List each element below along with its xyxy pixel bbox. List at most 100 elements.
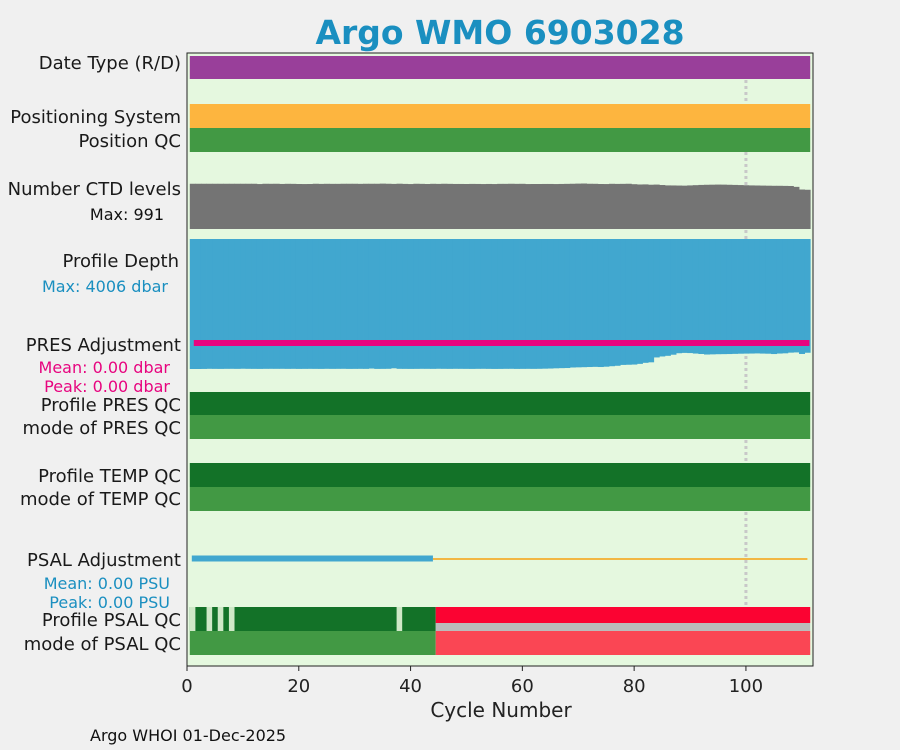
bar-profile-depth-cycle-24 bbox=[318, 239, 325, 369]
bar-ctd-levels-cycle-88 bbox=[676, 185, 683, 229]
bar-profile-depth-cycle-78 bbox=[620, 239, 627, 365]
bar-profile-depth-cycle-86 bbox=[664, 239, 671, 356]
bar-ctd-levels-cycle-58 bbox=[508, 183, 515, 229]
bar-profile-psal-qc-probable-cycle-8 bbox=[228, 607, 235, 631]
x-tick-label-40: 40 bbox=[399, 676, 422, 697]
bar-ctd-levels-cycle-96 bbox=[720, 184, 727, 229]
bar-profile-depth-cycle-81 bbox=[636, 239, 643, 364]
bar-profile-depth-cycle-98 bbox=[731, 239, 738, 354]
x-tick-label-60: 60 bbox=[511, 676, 534, 697]
bar-profile-depth-cycle-2 bbox=[195, 239, 202, 369]
bar-ctd-levels-cycle-14 bbox=[262, 183, 269, 229]
bar-ctd-levels-cycle-54 bbox=[486, 183, 493, 229]
bar-profile-depth-cycle-74 bbox=[597, 239, 604, 368]
bar-ctd-levels-cycle-52 bbox=[474, 183, 481, 229]
bar-profile-depth-cycle-12 bbox=[251, 239, 258, 369]
bar-profile-depth-cycle-94 bbox=[709, 239, 716, 355]
bar-profile-depth-cycle-63 bbox=[536, 239, 543, 369]
bar-profile-depth-cycle-103 bbox=[759, 239, 766, 354]
bar-profile-depth-cycle-110 bbox=[799, 239, 806, 354]
bar-profile-depth-cycle-108 bbox=[787, 239, 794, 353]
bar-profile-depth-cycle-50 bbox=[463, 239, 470, 369]
bar-ctd-levels-cycle-17 bbox=[279, 183, 286, 229]
bar-profile-depth-cycle-38 bbox=[396, 239, 403, 369]
bar-ctd-levels-cycle-49 bbox=[458, 183, 465, 229]
bar-profile-depth-cycle-54 bbox=[486, 239, 493, 369]
bar-profile-depth-cycle-70 bbox=[575, 239, 582, 368]
bar-ctd-levels-cycle-35 bbox=[379, 183, 386, 229]
bar-profile-depth-cycle-57 bbox=[502, 239, 509, 369]
bar-ctd-levels-cycle-66 bbox=[553, 184, 560, 229]
bar-profile-depth-cycle-100 bbox=[743, 239, 750, 354]
label-pres-mean: Mean: 0.00 dbar bbox=[39, 358, 171, 377]
bar-ctd-levels-cycle-46 bbox=[441, 183, 448, 229]
bar-profile-depth-cycle-45 bbox=[435, 239, 442, 369]
bar-ctd-levels-cycle-27 bbox=[335, 183, 342, 229]
bar-profile-depth-cycle-20 bbox=[295, 239, 302, 369]
bar-ctd-levels-cycle-61 bbox=[525, 184, 532, 229]
label-pres-adjustment: PRES Adjustment bbox=[26, 335, 181, 356]
bar-profile-psal-qc-probable-cycle-1 bbox=[189, 607, 196, 631]
bar-ctd-levels-cycle-74 bbox=[597, 184, 604, 229]
bar-position-qc bbox=[189, 128, 811, 152]
bar-ctd-levels-cycle-44 bbox=[430, 183, 437, 229]
bar-mode-pres-qc bbox=[189, 415, 811, 439]
bar-ctd-levels-cycle-84 bbox=[653, 184, 660, 229]
bar-ctd-levels-cycle-2 bbox=[195, 183, 202, 229]
bar-profile-depth-cycle-23 bbox=[312, 239, 319, 369]
label-ctd-max: Max: 991 bbox=[90, 205, 164, 224]
bar-ctd-levels-cycle-55 bbox=[491, 184, 498, 229]
bar-ctd-levels-cycle-11 bbox=[245, 183, 252, 229]
bar-date-type bbox=[189, 56, 811, 79]
bar-ctd-levels-cycle-100 bbox=[743, 185, 750, 229]
bar-ctd-levels-cycle-103 bbox=[759, 185, 766, 229]
bar-profile-depth-cycle-60 bbox=[519, 239, 526, 369]
bar-profile-depth-cycle-107 bbox=[782, 239, 789, 354]
bar-ctd-levels-cycle-92 bbox=[698, 184, 705, 229]
bar-profile-depth-cycle-111 bbox=[804, 239, 811, 353]
bar-ctd-levels-cycle-87 bbox=[670, 185, 677, 229]
bar-ctd-levels-cycle-38 bbox=[396, 183, 403, 229]
bar-ctd-levels-cycle-28 bbox=[340, 183, 347, 229]
label-positioning-system: Positioning System bbox=[10, 107, 181, 128]
bar-profile-depth-cycle-18 bbox=[284, 239, 291, 369]
bar-ctd-levels-cycle-19 bbox=[290, 183, 297, 229]
label-number-ctd-levels: Number CTD levels bbox=[8, 179, 181, 200]
bar-ctd-levels-cycle-24 bbox=[318, 183, 325, 229]
bar-ctd-levels-cycle-82 bbox=[642, 184, 649, 229]
bar-profile-depth-cycle-95 bbox=[715, 239, 722, 355]
x-axis: 0 20 40 60 80 100 bbox=[181, 666, 763, 697]
bar-profile-depth-cycle-55 bbox=[491, 239, 498, 369]
bar-ctd-levels-cycle-57 bbox=[502, 183, 509, 229]
bar-ctd-levels-cycle-12 bbox=[251, 183, 258, 229]
bar-profile-depth-cycle-19 bbox=[290, 239, 297, 369]
bar-ctd-levels-cycle-4 bbox=[206, 183, 213, 229]
bar-profile-depth-cycle-91 bbox=[692, 239, 699, 354]
bar-ctd-levels-cycle-37 bbox=[391, 183, 397, 229]
bar-profile-depth-cycle-105 bbox=[771, 239, 778, 355]
bar-ctd-levels-cycle-65 bbox=[547, 183, 554, 229]
bar-profile-depth-cycle-101 bbox=[748, 239, 755, 354]
line-psal-adjustment bbox=[191, 555, 433, 562]
bar-ctd-levels-cycle-51 bbox=[469, 183, 476, 229]
bar-ctd-levels-cycle-31 bbox=[357, 183, 364, 229]
bar-ctd-levels-cycle-72 bbox=[586, 183, 593, 229]
bar-profile-depth-cycle-9 bbox=[234, 239, 241, 369]
bar-profile-depth-cycle-16 bbox=[273, 239, 280, 369]
bar-profile-depth-cycle-64 bbox=[541, 239, 548, 369]
bar-profile-depth-cycle-53 bbox=[480, 239, 487, 369]
bar-profile-depth-cycle-56 bbox=[497, 239, 504, 369]
bar-ctd-levels-cycle-56 bbox=[497, 183, 504, 229]
bar-profile-depth-cycle-7 bbox=[223, 239, 230, 369]
bar-ctd-levels-cycle-77 bbox=[614, 183, 621, 229]
bar-profile-depth-cycle-3 bbox=[200, 239, 207, 369]
bar-profile-depth-cycle-39 bbox=[402, 239, 409, 369]
bar-ctd-levels-cycle-36 bbox=[385, 183, 392, 229]
bar-profile-depth-cycle-93 bbox=[704, 239, 710, 355]
bar-ctd-levels-cycle-62 bbox=[530, 184, 537, 229]
bar-profile-depth-cycle-73 bbox=[592, 239, 599, 367]
bar-positioning-system bbox=[189, 104, 811, 128]
x-tick-label-100: 100 bbox=[729, 676, 763, 697]
line-pres-adjustment bbox=[193, 340, 810, 346]
bar-profile-psal-qc-probable-cycle-6 bbox=[217, 607, 224, 631]
